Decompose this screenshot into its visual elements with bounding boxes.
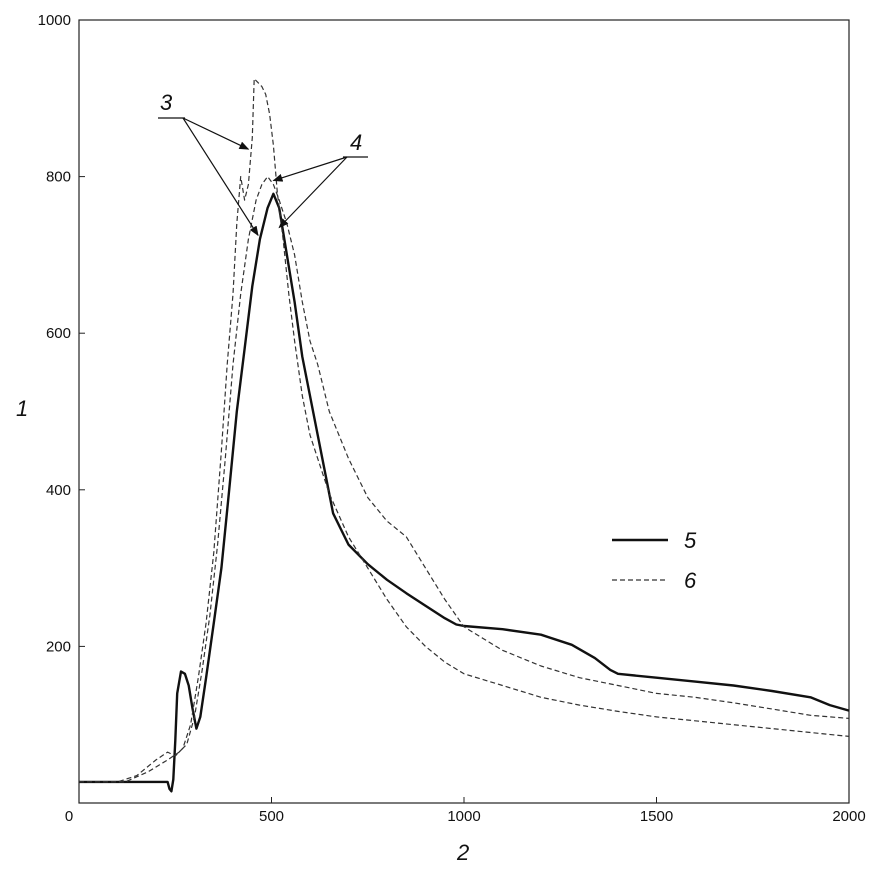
annotation-arrow [278, 156, 348, 229]
annotation-label-3: 3 [160, 90, 173, 115]
x-tick-label: 1500 [640, 808, 673, 825]
x-tick-label: 2000 [832, 808, 865, 825]
legend-label-5: 5 [684, 528, 697, 553]
x-tick-label: 1000 [447, 808, 480, 825]
series-line-6 [79, 78, 850, 783]
annotation-arrow [182, 117, 259, 237]
y-tick-label: 200 [46, 638, 71, 655]
series-layer [79, 78, 850, 793]
y-tick-label: 600 [46, 325, 71, 342]
ticks-layer: 0 500 1000 1500 2000 200 400 600 800 1000 [38, 12, 866, 825]
annotation-arrow [272, 156, 348, 182]
annotation-label-4: 4 [350, 130, 362, 155]
legend: 56 [612, 528, 697, 593]
annotation-layer: 34 [158, 90, 368, 237]
y-tick-label: 400 [46, 482, 71, 499]
y-axis-label: 1 [16, 396, 28, 421]
x-axis-label: 2 [456, 840, 469, 865]
y-tick-label: 800 [46, 169, 71, 186]
y-tick-label: 1000 [38, 12, 71, 29]
x-tick-label: 0 [65, 808, 73, 825]
x-tick-label: 500 [259, 808, 284, 825]
series-line-5 [79, 192, 850, 793]
series-line-unlabeled-2 [79, 176, 850, 783]
legend-label-6: 6 [684, 568, 697, 593]
annotation-arrow [182, 117, 250, 150]
